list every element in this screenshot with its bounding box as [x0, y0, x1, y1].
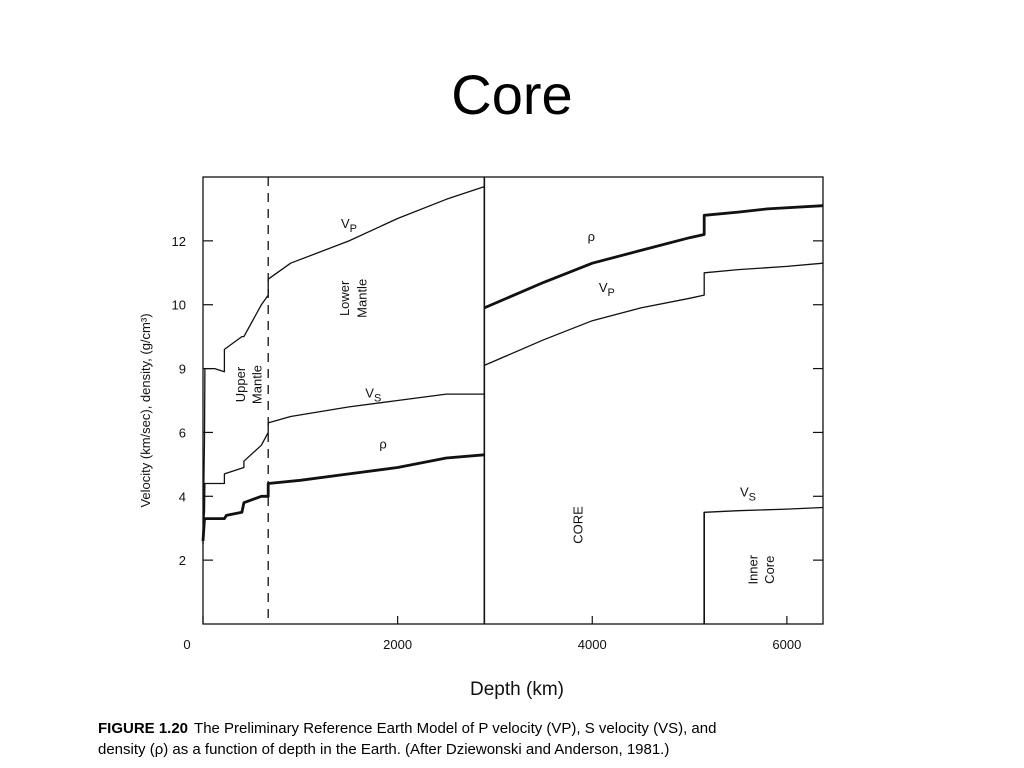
annotation-label: Upper: [233, 366, 248, 402]
y-axis-label: Velocity (km/sec), density, (g/cm³): [138, 313, 153, 507]
x-tick-label: 0: [183, 637, 190, 652]
annotation-label: CORE: [571, 506, 586, 544]
annotation-label: Core: [762, 556, 777, 584]
caption-label: FIGURE 1.20: [98, 720, 189, 737]
x-axis-label: Depth (km): [470, 679, 564, 700]
x-tick-label: 4000: [578, 637, 607, 652]
axes-layer: 0 2000 4000 6000 2 4 6 9 10 12 Depth (km) Velocity …: [138, 176, 824, 700]
series-line: [202, 185, 485, 545]
annotation-label: Mantle: [249, 365, 264, 404]
y-tick-label: 6: [179, 425, 186, 440]
annotation-subscript: S: [749, 491, 756, 503]
annotation-label: VS: [740, 484, 756, 503]
series-layer: [201, 185, 824, 624]
annotation-label: VP: [341, 216, 357, 235]
caption-line-1: FIGURE 1.20 The Preliminary Reference Ear…: [98, 718, 898, 739]
y-tick-label: 2: [179, 553, 186, 568]
series-line: [201, 453, 485, 542]
figure-caption: FIGURE 1.20 The Preliminary Reference Ear…: [98, 718, 898, 760]
y-tick-label: 4: [179, 489, 186, 504]
plot-frame: [202, 176, 824, 625]
annotation-label: Lower: [337, 280, 352, 316]
x-tick-label: 2000: [383, 637, 412, 652]
annotation-label: ρ: [588, 229, 595, 244]
annotation-subscript: P: [608, 287, 615, 299]
y-tick-label: 9: [179, 362, 186, 377]
slide-title: Core: [451, 63, 573, 126]
annotation-subscript: P: [350, 223, 357, 235]
series-line: [483, 204, 824, 310]
series-line: [484, 262, 824, 366]
annotation-label: ρ: [379, 436, 386, 451]
y-tick-label: 10: [172, 298, 186, 313]
y-tick-label: 12: [172, 234, 186, 249]
series-line: [703, 506, 824, 624]
annotation-label: VS: [365, 385, 381, 404]
annotation-subscript: S: [374, 392, 381, 404]
x-tick-label: 6000: [772, 637, 801, 652]
series-line: [202, 393, 485, 529]
caption-text-1: The Preliminary Reference Earth Model of…: [194, 720, 717, 737]
annotation-label: Inner: [746, 554, 761, 584]
annotation-label: Mantle: [354, 279, 369, 318]
annotation-label: VP: [599, 280, 615, 299]
caption-line-2: density (ρ) as a function of depth in th…: [98, 741, 670, 758]
